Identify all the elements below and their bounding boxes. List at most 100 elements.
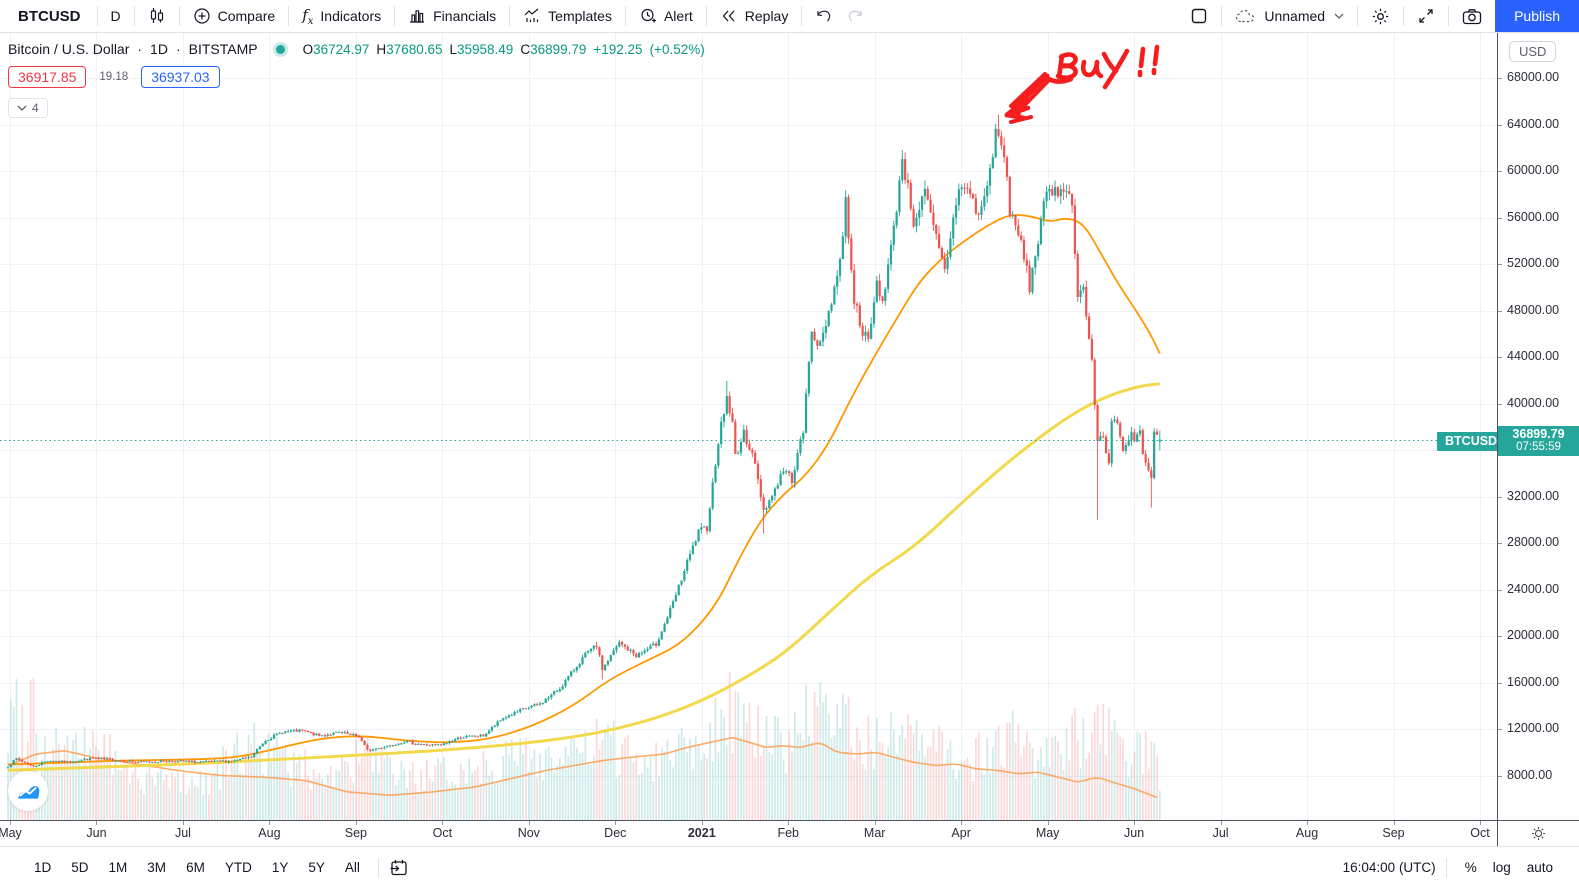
percent-scale-button[interactable]: % (1464, 860, 1477, 875)
time-axis-label-may[interactable]: May (1035, 826, 1060, 840)
sell-price-button[interactable]: 36917.85 (8, 66, 87, 88)
range-button-1m[interactable]: 1M (108, 860, 128, 875)
price-axis-label[interactable]: 64000.00 (1507, 116, 1560, 131)
time-tick (961, 821, 962, 825)
range-button-ytd[interactable]: YTD (224, 860, 252, 875)
replay-icon (720, 7, 738, 25)
price-axis-label[interactable]: 24000.00 (1507, 581, 1560, 596)
fullscreen-button[interactable] (1404, 0, 1448, 32)
time-axis-label-sep[interactable]: Sep (344, 826, 367, 840)
time-axis-label-jul[interactable]: Jul (174, 826, 191, 840)
time-axis-label-nov[interactable]: Nov (517, 826, 540, 840)
price-tick (1498, 729, 1502, 730)
buy-price-button[interactable]: 36937.03 (141, 66, 220, 88)
price-axis[interactable]: USD 68000.00 64000.00 60000.00 56000.00 5200… (1497, 33, 1579, 820)
range-button-all[interactable]: All (344, 860, 360, 875)
time-axis-label-sep[interactable]: Sep (1382, 826, 1405, 840)
price-axis-label[interactable]: 68000.00 (1507, 70, 1560, 84)
publish-button[interactable]: Publish (1495, 0, 1579, 32)
price-axis-label[interactable]: 40000.00 (1507, 395, 1560, 410)
currency-toggle-button[interactable]: USD (1509, 41, 1557, 62)
price-axis-label[interactable]: 56000.00 (1507, 209, 1560, 224)
price-axis-label[interactable]: 28000.00 (1507, 535, 1560, 549)
price-axis-label[interactable]: 60000.00 (1507, 163, 1560, 177)
indicators-button[interactable]: fx Indicators (289, 0, 394, 32)
price-axis-label[interactable]: 32000.00 (1507, 488, 1560, 503)
last-price-chip[interactable]: BTCUSD (1437, 431, 1497, 451)
compare-plus-icon (193, 7, 211, 25)
replay-label: Replay (744, 8, 789, 24)
price-axis-label[interactable]: 44000.00 (1507, 349, 1560, 363)
auto-scale-button[interactable]: auto (1526, 860, 1553, 875)
interval-button[interactable]: D (110, 8, 121, 24)
tradingview-logo[interactable] (8, 771, 48, 811)
cloud-layout-button[interactable]: Unnamed (1222, 0, 1357, 32)
cloud-icon (1235, 8, 1257, 24)
time-axis-label-apr[interactable]: Apr (951, 826, 971, 840)
layout-select-button[interactable] (1177, 0, 1221, 32)
time-axis[interactable]: May Jun Jul Aug Sep Oct Nov Dec 2021 Feb Mar Apr May… (0, 820, 1497, 846)
price-axis-label[interactable]: 16000.00 (1507, 674, 1560, 689)
snapshot-button[interactable] (1449, 0, 1495, 32)
toolbar-separator (1448, 6, 1450, 26)
undo-button[interactable] (802, 0, 845, 32)
time-axis-label-oct[interactable]: Oct (432, 826, 453, 840)
alert-button[interactable]: Alert (626, 0, 706, 32)
last-price-axis-badge[interactable]: 36899.79 07:55:59 (1498, 425, 1579, 456)
time-axis-label-oct[interactable]: Oct (1470, 826, 1490, 840)
price-axis-label[interactable]: 8000.00 (1507, 767, 1553, 782)
time-axis-label-mar[interactable]: Mar (863, 826, 886, 840)
price-tick (1498, 590, 1502, 591)
top-toolbar: BTCUSD D Compare fx Indicators (0, 0, 1579, 33)
financials-label: Financials (433, 8, 497, 24)
time-axis-label-aug[interactable]: Aug (258, 826, 281, 840)
chart-legend: Bitcoin / U.S. Dollar · 1D · BITSTAMP O3… (8, 41, 705, 118)
legend-separator: · (175, 41, 181, 57)
indicators-collapse-button[interactable]: 4 (8, 98, 48, 118)
candlestick-chart-canvas[interactable] (0, 33, 1497, 820)
templates-button[interactable]: Templates (510, 0, 625, 32)
price-tick (1498, 776, 1502, 777)
time-axis-label-feb[interactable]: Feb (777, 826, 799, 840)
time-axis-label-jun[interactable]: Jun (86, 826, 107, 840)
price-axis-label[interactable]: 12000.00 (1507, 721, 1560, 735)
market-status-dot[interactable] (275, 44, 285, 54)
range-button-3m[interactable]: 3M (147, 860, 167, 875)
legend-interval[interactable]: 1D (150, 41, 168, 57)
financials-button[interactable]: Financials (395, 0, 509, 32)
chart-style-button[interactable] (135, 0, 179, 32)
replay-button[interactable]: Replay (707, 0, 802, 32)
time-axis-label-may[interactable]: May (0, 826, 22, 840)
price-axis-label[interactable]: 48000.00 (1507, 302, 1560, 317)
bar-countdown: 07:55:59 (1516, 440, 1561, 453)
toolbar-separator (509, 6, 511, 26)
range-button-1d[interactable]: 1D (34, 860, 52, 875)
range-button-5d[interactable]: 5D (71, 860, 89, 875)
symbol-title[interactable]: Bitcoin / U.S. Dollar (8, 41, 130, 57)
symbol-button[interactable]: BTCUSD (18, 7, 81, 25)
time-axis-label-jul[interactable]: Jul (1212, 826, 1229, 840)
redo-button[interactable] (845, 0, 877, 32)
go-to-date-button[interactable] (389, 858, 409, 877)
chart-pane[interactable]: Bitcoin / U.S. Dollar · 1D · BITSTAMP O3… (0, 33, 1497, 820)
time-axis-label-dec[interactable]: Dec (604, 826, 627, 840)
legend-exchange[interactable]: BITSTAMP (188, 41, 258, 57)
low-value: L35958.49 (449, 41, 514, 57)
log-scale-button[interactable]: log (1492, 860, 1511, 875)
date-range-buttons: 1D 5D 1M 3M 6M YTD 1Y 5Y All (26, 856, 368, 879)
price-axis-label[interactable]: 52000.00 (1507, 256, 1560, 270)
time-axis-label-jun[interactable]: Jun (1124, 826, 1145, 840)
price-axis-label[interactable]: 20000.00 (1507, 628, 1560, 642)
time-axis-label-2021[interactable]: 2021 (687, 826, 716, 840)
time-axis-settings[interactable] (1497, 820, 1579, 846)
time-tick (269, 821, 270, 825)
range-button-1y[interactable]: 1Y (271, 860, 289, 875)
range-button-6m[interactable]: 6M (186, 860, 205, 875)
settings-button[interactable] (1358, 0, 1403, 32)
gear-icon (1371, 7, 1390, 26)
compare-button[interactable]: Compare (180, 0, 289, 32)
gear-icon (1531, 826, 1546, 841)
range-button-5y[interactable]: 5Y (308, 860, 325, 875)
time-axis-label-aug[interactable]: Aug (1295, 826, 1319, 840)
clock-button[interactable]: 16:04:00 (UTC) (1342, 860, 1436, 875)
